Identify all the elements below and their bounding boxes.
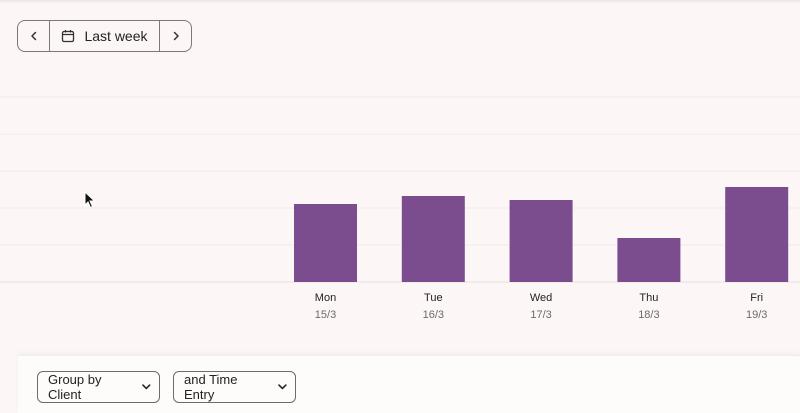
bar-thu[interactable] bbox=[617, 238, 681, 282]
chart-labels: Mon 15/3 Tue 16/3 Wed 17/3 Thu 18/3 Fri 19/3 bbox=[315, 292, 768, 321]
date-range-button[interactable]: Last week bbox=[49, 21, 160, 51]
day-label-mon: Mon bbox=[315, 292, 336, 304]
date-range-navigator: Last week bbox=[17, 20, 192, 52]
day-label-thu: Thu bbox=[639, 292, 658, 304]
chart-bars bbox=[294, 187, 789, 282]
date-label-thu: 18/3 bbox=[638, 309, 659, 321]
grouping-toolbar: Group by Client and Time Entry bbox=[18, 355, 800, 413]
date-label-mon: 15/3 bbox=[315, 309, 336, 321]
chevron-down-icon bbox=[278, 384, 287, 390]
chevron-right-icon bbox=[173, 31, 179, 41]
day-label-fri: Fri bbox=[750, 292, 763, 304]
calendar-icon bbox=[62, 30, 75, 43]
date-label-fri: 19/3 bbox=[746, 309, 767, 321]
bar-tue[interactable] bbox=[401, 196, 465, 282]
group-by-select[interactable]: Group by Client bbox=[37, 371, 160, 403]
bar-wed[interactable] bbox=[509, 200, 573, 282]
day-label-wed: Wed bbox=[530, 292, 552, 304]
then-by-select[interactable]: and Time Entry bbox=[173, 371, 296, 403]
date-label-tue: 16/3 bbox=[423, 309, 444, 321]
bar-mon[interactable] bbox=[294, 204, 357, 282]
chevron-down-icon bbox=[142, 384, 151, 390]
then-by-label: and Time Entry bbox=[184, 372, 238, 402]
mouse-pointer-icon bbox=[84, 191, 96, 209]
next-period-button[interactable] bbox=[160, 21, 191, 51]
chevron-left-icon bbox=[30, 31, 36, 41]
group-by-label: Group by Client bbox=[48, 372, 102, 402]
day-label-tue: Tue bbox=[424, 292, 443, 304]
bar-fri[interactable] bbox=[725, 187, 789, 282]
previous-period-button[interactable] bbox=[18, 21, 49, 51]
daily-hours-bar-chart: Mon 15/3 Tue 16/3 Wed 17/3 Thu 18/3 Fri 19/3 bbox=[0, 96, 800, 321]
date-range-label: Last week bbox=[84, 28, 148, 44]
top-shadow bbox=[0, 0, 800, 4]
date-label-wed: 17/3 bbox=[530, 309, 551, 321]
